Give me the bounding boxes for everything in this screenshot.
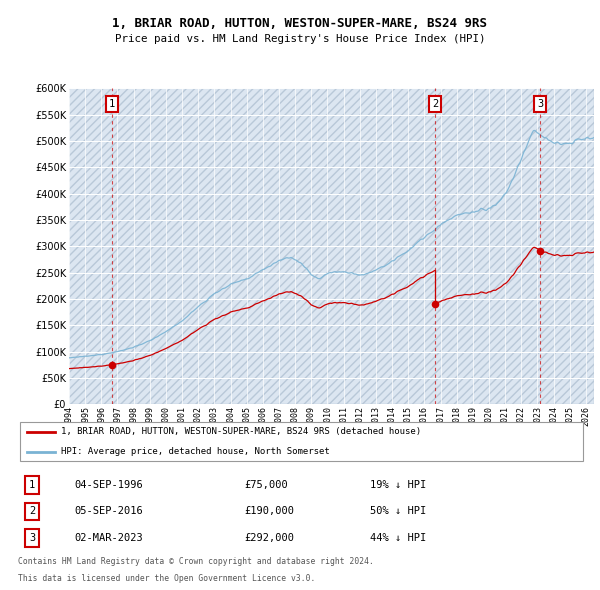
Text: 05-SEP-2016: 05-SEP-2016 (75, 506, 143, 516)
Text: 1: 1 (109, 99, 115, 109)
Text: 04-SEP-1996: 04-SEP-1996 (75, 480, 143, 490)
Text: HPI: Average price, detached house, North Somerset: HPI: Average price, detached house, Nort… (61, 447, 329, 456)
FancyBboxPatch shape (20, 422, 583, 461)
Text: 1: 1 (29, 480, 35, 490)
Text: 1, BRIAR ROAD, HUTTON, WESTON-SUPER-MARE, BS24 9RS: 1, BRIAR ROAD, HUTTON, WESTON-SUPER-MARE… (113, 17, 487, 30)
Text: £190,000: £190,000 (245, 506, 295, 516)
Text: 44% ↓ HPI: 44% ↓ HPI (370, 533, 426, 543)
Text: 02-MAR-2023: 02-MAR-2023 (75, 533, 143, 543)
Text: 3: 3 (537, 99, 543, 109)
Text: 2: 2 (29, 506, 35, 516)
Text: 50% ↓ HPI: 50% ↓ HPI (370, 506, 426, 516)
Text: £75,000: £75,000 (245, 480, 289, 490)
Text: Price paid vs. HM Land Registry's House Price Index (HPI): Price paid vs. HM Land Registry's House … (115, 34, 485, 44)
Text: £292,000: £292,000 (245, 533, 295, 543)
Text: Contains HM Land Registry data © Crown copyright and database right 2024.: Contains HM Land Registry data © Crown c… (18, 558, 374, 566)
Text: 1, BRIAR ROAD, HUTTON, WESTON-SUPER-MARE, BS24 9RS (detached house): 1, BRIAR ROAD, HUTTON, WESTON-SUPER-MARE… (61, 427, 421, 436)
Text: 2: 2 (432, 99, 439, 109)
Text: 3: 3 (29, 533, 35, 543)
Text: 19% ↓ HPI: 19% ↓ HPI (370, 480, 426, 490)
Text: This data is licensed under the Open Government Licence v3.0.: This data is licensed under the Open Gov… (18, 574, 316, 583)
